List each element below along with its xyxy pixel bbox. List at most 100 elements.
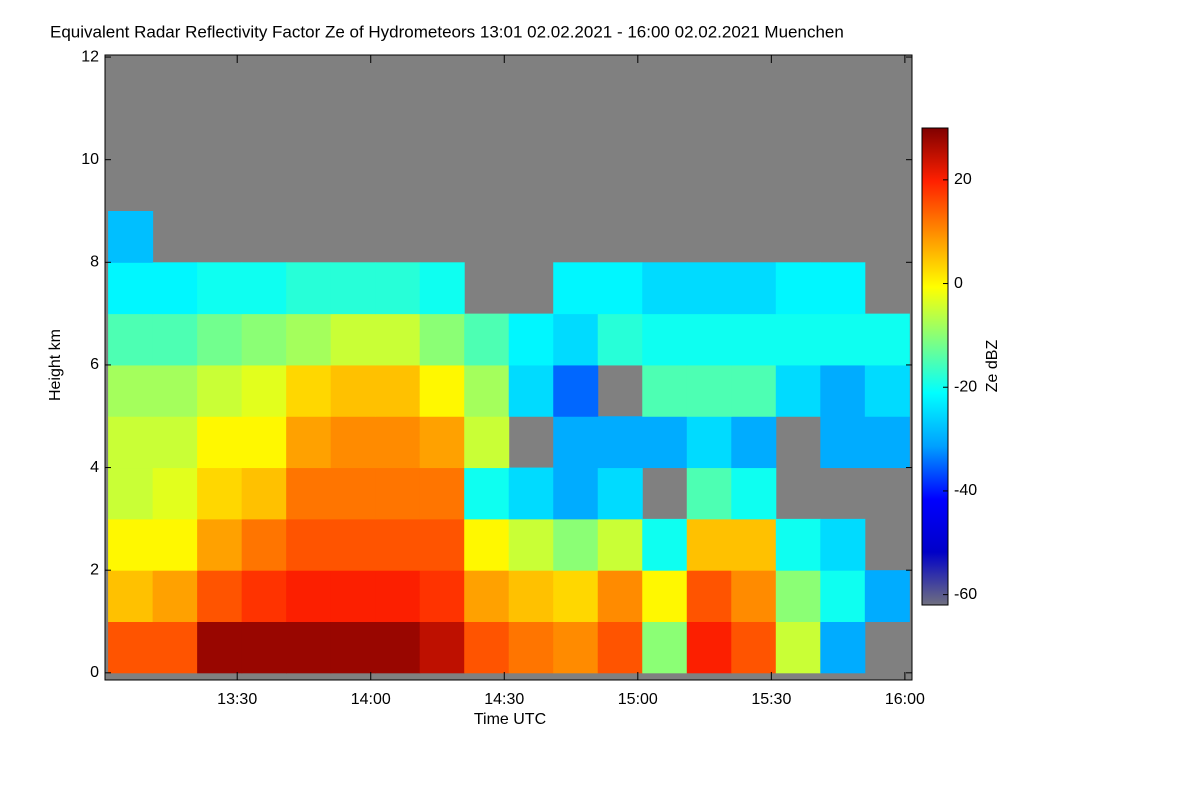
heatmap-cell xyxy=(864,364,910,417)
heatmap-cell xyxy=(197,416,243,469)
heatmap-cell xyxy=(686,570,732,623)
y-tick-label: 12 xyxy=(81,48,99,65)
heatmap-cell xyxy=(553,518,599,571)
heatmap-cell xyxy=(197,364,243,417)
heatmap-cell xyxy=(597,518,643,571)
heatmap-cell xyxy=(419,364,465,417)
heatmap-cell xyxy=(864,313,910,366)
heatmap-cell xyxy=(152,467,198,520)
heatmap-cell xyxy=(731,313,777,366)
heatmap-cell xyxy=(642,621,688,674)
heatmap-cell xyxy=(241,416,287,469)
heatmap-cell xyxy=(597,262,643,315)
heatmap-cell xyxy=(686,313,732,366)
heatmap-cell xyxy=(241,518,287,571)
plot-frame xyxy=(104,54,913,681)
heatmap-cell xyxy=(330,518,376,571)
heatmap-cell xyxy=(330,416,376,469)
colorbar-tick-label: 0 xyxy=(954,275,963,292)
heatmap-cell xyxy=(108,467,154,520)
x-tick-label: 15:00 xyxy=(618,691,658,708)
heatmap-cell xyxy=(731,262,777,315)
heatmap-cell xyxy=(419,621,465,674)
heatmap-cell xyxy=(686,364,732,417)
heatmap-cell xyxy=(508,518,554,571)
heatmap-cell xyxy=(686,416,732,469)
heatmap-cell xyxy=(775,313,821,366)
heatmap-cell xyxy=(419,262,465,315)
x-tick-label: 14:00 xyxy=(351,691,391,708)
heatmap-cell xyxy=(820,364,866,417)
heatmap-cell xyxy=(775,570,821,623)
heatmap-cell xyxy=(419,416,465,469)
heatmap-cell xyxy=(731,364,777,417)
heatmap-cell xyxy=(330,313,376,366)
heatmap-cell xyxy=(419,570,465,623)
heatmap-cell xyxy=(642,416,688,469)
heatmap-cell xyxy=(330,262,376,315)
heatmap-cell xyxy=(464,467,510,520)
heatmap-cell xyxy=(642,570,688,623)
heatmap-cell xyxy=(597,467,643,520)
heatmap-cell xyxy=(152,364,198,417)
heatmap-cell xyxy=(375,467,421,520)
heatmap-cell xyxy=(330,364,376,417)
colorbar-label: Ze dBZ xyxy=(984,340,1001,393)
heatmap-cell xyxy=(464,621,510,674)
x-tick-label: 14:30 xyxy=(484,691,524,708)
heatmap-cell xyxy=(686,621,732,674)
heatmap-cell xyxy=(553,416,599,469)
colorbar xyxy=(921,127,949,606)
heatmap-cell xyxy=(286,467,332,520)
heatmap-cell xyxy=(375,262,421,315)
heatmap-cell xyxy=(508,570,554,623)
heatmap-cell xyxy=(197,262,243,315)
x-axis-label: Time UTC xyxy=(474,711,546,728)
heatmap-cell xyxy=(375,416,421,469)
heatmap-cell xyxy=(419,518,465,571)
heatmap-cell xyxy=(820,621,866,674)
heatmap-cell xyxy=(375,518,421,571)
heatmap-cell xyxy=(553,313,599,366)
colorbar-tick-label: -40 xyxy=(954,482,977,499)
x-tick-label: 16:00 xyxy=(885,691,925,708)
heatmap-cell xyxy=(197,467,243,520)
heatmap-cell xyxy=(553,467,599,520)
heatmap-cell xyxy=(864,416,910,469)
y-tick-label: 10 xyxy=(81,151,99,168)
heatmap-cell xyxy=(152,570,198,623)
y-tick-label: 8 xyxy=(90,254,99,271)
heatmap-cell xyxy=(108,262,154,315)
heatmap-cell xyxy=(820,262,866,315)
y-tick-label: 0 xyxy=(90,664,99,681)
y-tick-label: 4 xyxy=(90,459,99,476)
heatmap-cell xyxy=(286,262,332,315)
x-tick-label: 15:30 xyxy=(751,691,791,708)
heatmap-cell xyxy=(597,570,643,623)
heatmap-cell xyxy=(686,467,732,520)
colorbar-tick-label: -60 xyxy=(954,586,977,603)
heatmap-cell xyxy=(286,364,332,417)
heatmap-cell xyxy=(108,313,154,366)
heatmap-cell xyxy=(241,262,287,315)
heatmap-cell xyxy=(108,518,154,571)
x-tick-label: 13:30 xyxy=(217,691,257,708)
heatmap-cell xyxy=(375,621,421,674)
heatmap-cell xyxy=(286,313,332,366)
heatmap-cell xyxy=(642,518,688,571)
heatmap-cell xyxy=(197,570,243,623)
heatmap-cell xyxy=(330,570,376,623)
heatmap-cell xyxy=(152,621,198,674)
heatmap-cell xyxy=(419,467,465,520)
heatmap-cell xyxy=(464,364,510,417)
heatmap-cell xyxy=(820,313,866,366)
heatmap-cell xyxy=(152,313,198,366)
heatmap-cell xyxy=(108,416,154,469)
heatmap-cell xyxy=(597,416,643,469)
heatmap-cell xyxy=(197,518,243,571)
heatmap-cell xyxy=(775,364,821,417)
heatmap-cell xyxy=(330,621,376,674)
heatmap-cell xyxy=(508,467,554,520)
heatmap-cell xyxy=(108,210,154,263)
y-axis-label: Height km xyxy=(47,329,64,401)
